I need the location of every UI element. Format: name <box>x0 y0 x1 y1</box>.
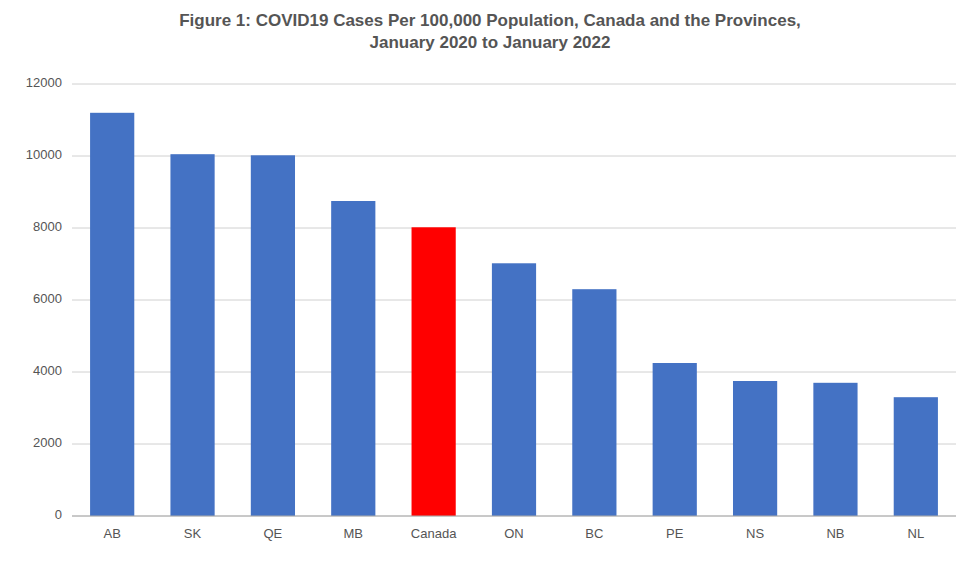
chart-container: Figure 1: COVID19 Cases Per 100,000 Popu… <box>0 0 980 564</box>
y-tick-label: 6000 <box>33 291 62 306</box>
x-tick-label: PE <box>666 526 684 541</box>
x-tick-label: BC <box>585 526 603 541</box>
chart-svg: Figure 1: COVID19 Cases Per 100,000 Popu… <box>0 0 980 564</box>
bar <box>894 397 938 516</box>
bar <box>653 363 697 516</box>
x-tick-label: NS <box>746 526 764 541</box>
y-tick-label: 4000 <box>33 363 62 378</box>
y-tick-label: 2000 <box>33 435 62 450</box>
bars <box>90 113 938 516</box>
y-grid <box>72 84 956 516</box>
bar <box>412 227 456 516</box>
bar <box>170 154 214 516</box>
x-tick-label: NB <box>826 526 844 541</box>
x-tick-label: ON <box>504 526 524 541</box>
bar <box>90 113 134 516</box>
x-tick-label: AB <box>104 526 121 541</box>
bar <box>251 155 295 516</box>
title-line: January 2020 to January 2022 <box>370 33 611 52</box>
bar <box>813 383 857 516</box>
x-tick-labels: AB SK QE MB Canada ON BC PE NS NB NL <box>104 526 925 541</box>
y-tick-label: 10000 <box>26 147 62 162</box>
title: Figure 1: COVID19 Cases Per 100,000 Popu… <box>179 11 801 52</box>
bar <box>572 289 616 516</box>
x-tick-label: NL <box>908 526 925 541</box>
x-tick-label: QE <box>264 526 283 541</box>
x-axis-line <box>72 516 956 517</box>
grid-line <box>72 84 956 85</box>
grid-line <box>72 516 956 517</box>
x-tick-label: MB <box>344 526 364 541</box>
bar <box>733 381 777 516</box>
y-tick-label: 12000 <box>26 75 62 90</box>
y-tick-label: 8000 <box>33 219 62 234</box>
y-tick-label: 0 <box>55 507 62 522</box>
bar <box>492 263 536 516</box>
y-tick-labels: 0 2000 4000 6000 8000 10000 12000 <box>26 75 62 522</box>
x-tick-label: SK <box>184 526 202 541</box>
background <box>0 0 980 564</box>
title-line: Figure 1: COVID19 Cases Per 100,000 Popu… <box>179 11 801 30</box>
x-tick-label: Canada <box>411 526 457 541</box>
bar <box>331 201 375 516</box>
